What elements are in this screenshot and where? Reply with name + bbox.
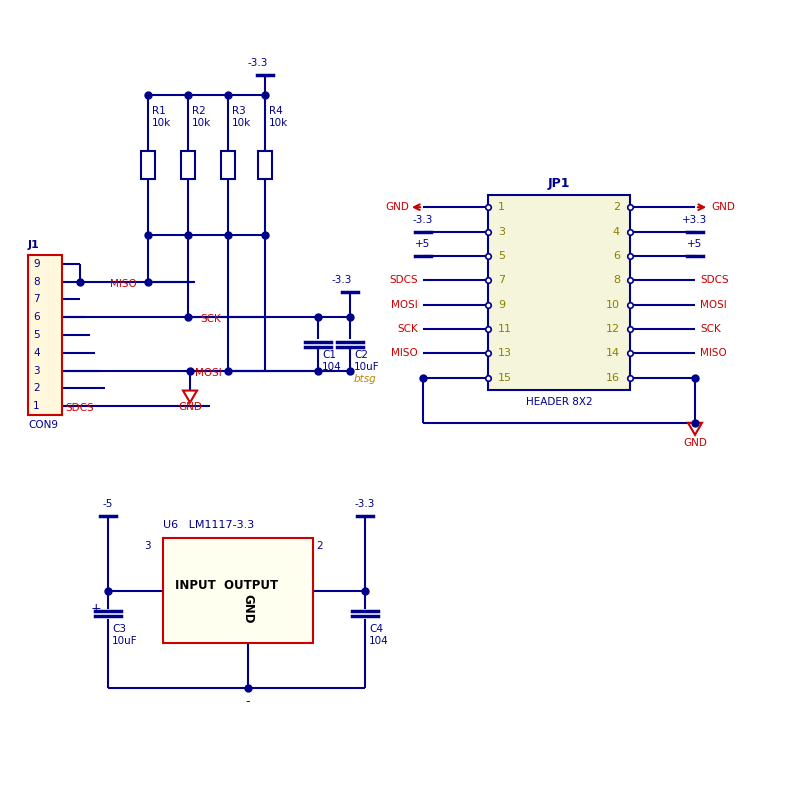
Text: 9: 9 bbox=[498, 300, 505, 310]
Text: SDCS: SDCS bbox=[700, 275, 729, 286]
Text: C2: C2 bbox=[354, 350, 368, 360]
Text: 5: 5 bbox=[33, 330, 40, 340]
Text: C3: C3 bbox=[112, 623, 126, 634]
Bar bbox=[221, 151, 235, 179]
Text: SDCS: SDCS bbox=[390, 275, 418, 286]
Text: SDCS: SDCS bbox=[65, 403, 94, 413]
Bar bbox=[181, 151, 195, 179]
Text: +5: +5 bbox=[415, 239, 430, 249]
Text: 7: 7 bbox=[33, 294, 40, 305]
Bar bbox=[258, 151, 272, 179]
Text: HEADER 8X2: HEADER 8X2 bbox=[526, 397, 592, 407]
Text: 9: 9 bbox=[33, 259, 40, 269]
Text: 10: 10 bbox=[606, 300, 620, 310]
Text: 10k: 10k bbox=[269, 118, 288, 128]
Text: INPUT  OUTPUT: INPUT OUTPUT bbox=[175, 579, 278, 592]
Text: C1: C1 bbox=[322, 350, 336, 360]
Text: R1: R1 bbox=[152, 106, 166, 116]
Bar bbox=[141, 151, 155, 179]
Text: 3: 3 bbox=[498, 226, 505, 237]
Text: 10uF: 10uF bbox=[354, 362, 380, 372]
Bar bbox=[488, 195, 630, 390]
Text: 104: 104 bbox=[322, 362, 342, 372]
Bar bbox=[28, 255, 62, 415]
Text: 10k: 10k bbox=[152, 118, 171, 128]
Text: MOSI: MOSI bbox=[195, 367, 222, 378]
Text: 7: 7 bbox=[498, 275, 505, 286]
Text: 10uF: 10uF bbox=[112, 635, 138, 646]
Text: 6: 6 bbox=[33, 312, 40, 322]
Text: 4: 4 bbox=[613, 226, 620, 237]
Text: CON9: CON9 bbox=[28, 420, 58, 430]
Text: SCK: SCK bbox=[200, 314, 221, 324]
Text: 2: 2 bbox=[613, 202, 620, 212]
Text: 10k: 10k bbox=[232, 118, 251, 128]
Text: 16: 16 bbox=[606, 373, 620, 383]
Text: R2: R2 bbox=[192, 106, 206, 116]
Text: 12: 12 bbox=[606, 324, 620, 334]
Text: 3: 3 bbox=[144, 541, 151, 551]
Text: MISO: MISO bbox=[110, 278, 137, 289]
Text: +: + bbox=[90, 602, 102, 615]
Text: -3.3: -3.3 bbox=[247, 58, 267, 68]
Text: GND: GND bbox=[711, 202, 735, 212]
Text: 1: 1 bbox=[33, 401, 40, 411]
Text: R4: R4 bbox=[269, 106, 282, 116]
Text: 2: 2 bbox=[316, 541, 322, 551]
Text: U6   LM1117-3.3: U6 LM1117-3.3 bbox=[163, 520, 254, 530]
Text: 15: 15 bbox=[498, 373, 512, 383]
Text: -3.3: -3.3 bbox=[413, 214, 433, 225]
Text: GND: GND bbox=[178, 402, 202, 411]
Text: GND: GND bbox=[683, 438, 707, 448]
Text: GND: GND bbox=[385, 202, 409, 212]
Text: MOSI: MOSI bbox=[391, 300, 418, 310]
Text: 104: 104 bbox=[369, 635, 389, 646]
Text: 11: 11 bbox=[498, 324, 512, 334]
Text: 8: 8 bbox=[33, 277, 40, 286]
Text: btsg: btsg bbox=[354, 374, 377, 384]
Text: MOSI: MOSI bbox=[700, 300, 726, 310]
Text: +5: +5 bbox=[687, 239, 702, 249]
Text: 6: 6 bbox=[613, 251, 620, 261]
Text: SCK: SCK bbox=[398, 324, 418, 334]
Text: 5: 5 bbox=[498, 251, 505, 261]
Text: R3: R3 bbox=[232, 106, 246, 116]
Text: J1: J1 bbox=[28, 240, 40, 250]
Text: 4: 4 bbox=[33, 348, 40, 358]
Text: 13: 13 bbox=[498, 349, 512, 358]
Text: +3.3: +3.3 bbox=[682, 214, 708, 225]
Bar bbox=[163, 538, 313, 643]
Text: 1: 1 bbox=[498, 202, 505, 212]
Text: -5: -5 bbox=[103, 499, 113, 509]
Text: -: - bbox=[246, 695, 250, 709]
Text: GND: GND bbox=[242, 594, 254, 623]
Text: -3.3: -3.3 bbox=[355, 499, 375, 509]
Text: SCK: SCK bbox=[700, 324, 721, 334]
Text: MISO: MISO bbox=[700, 349, 726, 358]
Text: 8: 8 bbox=[613, 275, 620, 286]
Text: 14: 14 bbox=[606, 349, 620, 358]
Text: 2: 2 bbox=[33, 383, 40, 394]
Text: JP1: JP1 bbox=[548, 177, 570, 190]
Text: -3.3: -3.3 bbox=[332, 275, 352, 286]
Text: 10k: 10k bbox=[192, 118, 211, 128]
Text: C4: C4 bbox=[369, 623, 383, 634]
Text: 3: 3 bbox=[33, 366, 40, 375]
Text: MISO: MISO bbox=[391, 349, 418, 358]
